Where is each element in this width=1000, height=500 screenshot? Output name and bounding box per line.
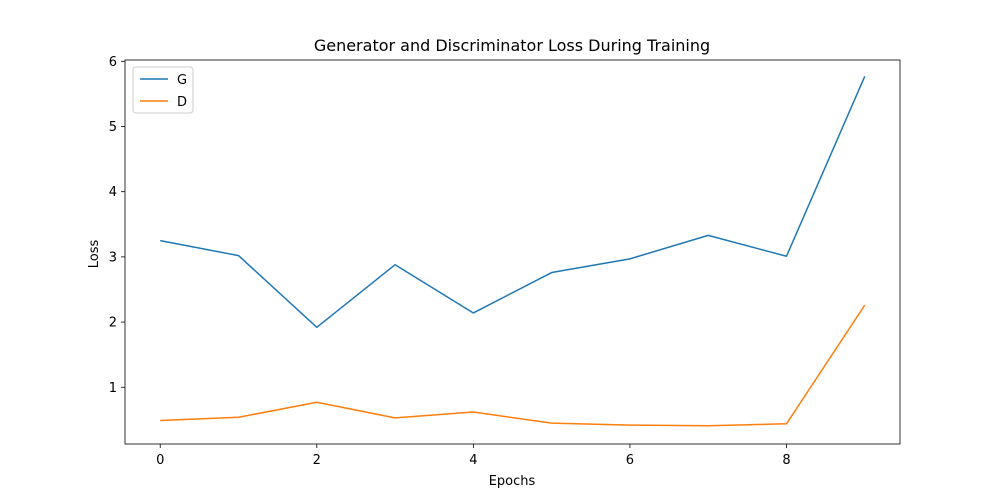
x-tick-label-8: 8 [782, 453, 790, 468]
y-tick-label-5: 5 [109, 120, 117, 135]
y-tick-label-3: 3 [109, 250, 117, 265]
plot-area: 0 2 4 6 8 1 2 3 4 5 6 GD [109, 55, 901, 468]
series-line-d [160, 304, 866, 427]
y-axis-label: Loss [87, 240, 102, 269]
legend-label-d: D [177, 95, 187, 110]
x-tick-label-2: 2 [313, 453, 321, 468]
y-tick-label-2: 2 [109, 316, 117, 331]
y-tick-label-1: 1 [109, 381, 117, 396]
series-line-g [160, 76, 866, 329]
x-tick-label-6: 6 [626, 453, 634, 468]
legend-label-g: G [177, 73, 187, 88]
y-tick-label-4: 4 [109, 185, 117, 200]
x-tick-label-0: 0 [156, 453, 164, 468]
x-tick-label-4: 4 [469, 453, 477, 468]
x-axis-label: Epochs [489, 474, 536, 489]
axes-frame [124, 59, 901, 445]
chart-title: Generator and Discriminator Loss During … [314, 36, 710, 55]
y-tick-label-6: 6 [109, 55, 117, 70]
